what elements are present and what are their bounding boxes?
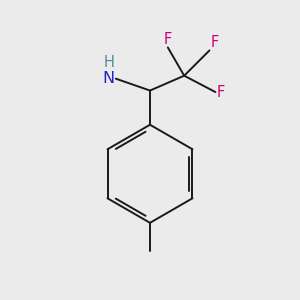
Text: F: F (164, 32, 172, 46)
Text: F: F (210, 34, 219, 50)
Text: H: H (103, 55, 114, 70)
Text: N: N (102, 71, 114, 86)
Text: F: F (217, 85, 225, 100)
